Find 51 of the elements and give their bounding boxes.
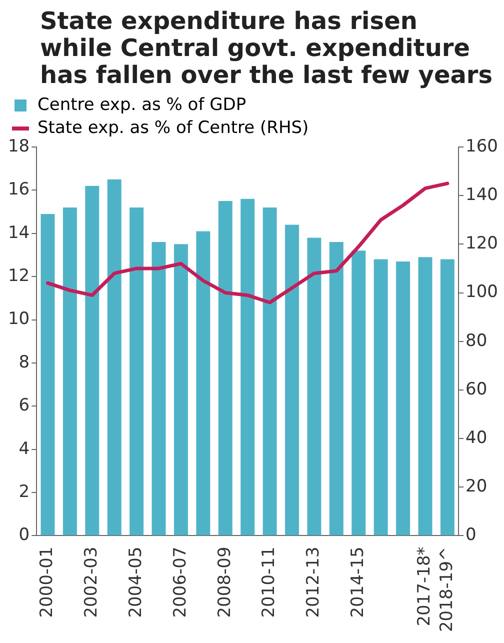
bar bbox=[152, 242, 166, 536]
y-tick-label: 6 bbox=[18, 396, 30, 416]
y-tick-label: 14 bbox=[8, 222, 30, 243]
x-tick-label: 2014-15 bbox=[348, 546, 368, 618]
bar bbox=[374, 259, 388, 536]
x-tick-label: 2018-19^ bbox=[436, 546, 457, 632]
bar bbox=[329, 242, 344, 536]
x-tick-label: 2017-18* bbox=[414, 546, 435, 626]
y-tick-label: 16 bbox=[8, 180, 30, 200]
bar bbox=[262, 207, 277, 536]
bar bbox=[62, 207, 77, 536]
x-tick-label: 2004-05 bbox=[126, 546, 146, 618]
bar bbox=[307, 238, 322, 536]
chart-title: State expenditure has risen while Central govt. expenditure has fallen over the last few years bbox=[39, 6, 494, 91]
bar bbox=[285, 224, 299, 536]
legend-label: State exp. as % of Centre (RHS) bbox=[38, 118, 309, 138]
bar bbox=[85, 186, 100, 536]
y-tick-label: 10 bbox=[8, 309, 30, 330]
x-tick-label: 2000-01 bbox=[37, 546, 58, 618]
y2-tick-label: 140 bbox=[466, 185, 498, 206]
bar bbox=[196, 231, 210, 536]
bar bbox=[174, 244, 188, 536]
bar bbox=[107, 179, 122, 536]
bar bbox=[40, 214, 55, 536]
x-tick-label: 2010-11 bbox=[259, 546, 280, 618]
y2-tick-label: 80 bbox=[466, 330, 488, 351]
bar bbox=[240, 198, 255, 536]
bar bbox=[352, 250, 366, 536]
y2-tick-label: 160 bbox=[466, 136, 498, 156]
x-tick-label: 2002-03 bbox=[82, 546, 102, 618]
y-tick-label: 4 bbox=[18, 438, 30, 459]
y-tick-label: 12 bbox=[8, 266, 30, 286]
y2-tick-label: 100 bbox=[466, 282, 498, 302]
x-tick-label: 2006-07 bbox=[170, 546, 190, 618]
bar bbox=[440, 259, 454, 536]
bar bbox=[418, 257, 432, 536]
bar bbox=[130, 207, 144, 536]
y2-tick-label: 120 bbox=[466, 234, 498, 254]
legend-label: Centre exp. as % of GDP bbox=[38, 94, 246, 115]
x-tick-label: 2012-13 bbox=[304, 546, 324, 618]
y2-tick-label: 60 bbox=[466, 379, 488, 400]
y-tick-label: 2 bbox=[18, 482, 30, 502]
y-tick-label: 8 bbox=[18, 352, 30, 372]
y2-tick-label: 20 bbox=[466, 476, 488, 497]
x-tick-label: 2008-09 bbox=[214, 546, 235, 618]
bar bbox=[218, 200, 232, 536]
y2-tick-label: 40 bbox=[466, 428, 488, 448]
bar bbox=[396, 261, 410, 536]
y-tick-label: 0 bbox=[18, 525, 30, 546]
y2-tick-label: 0 bbox=[466, 525, 476, 546]
y-tick-label: 18 bbox=[8, 136, 30, 156]
